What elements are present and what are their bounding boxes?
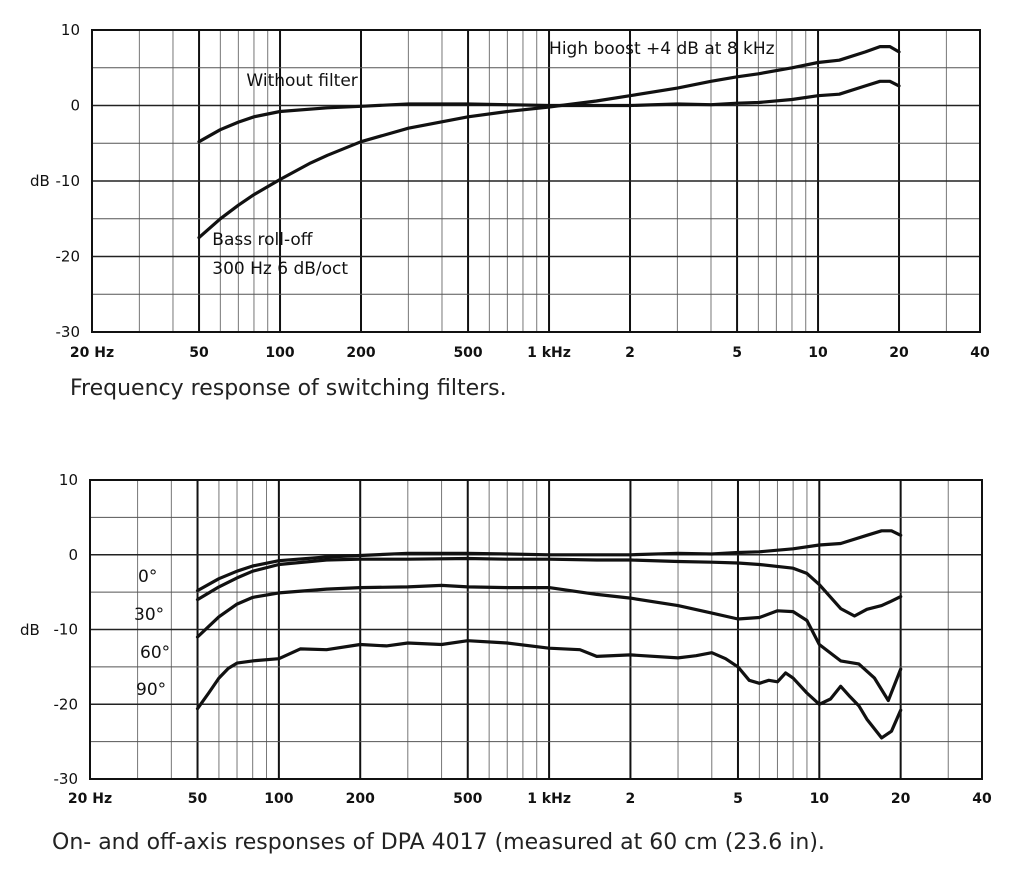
x-tick-label: 1 kHz	[527, 791, 571, 807]
plot-frame	[89, 479, 983, 780]
y-tick-label: 0	[68, 546, 78, 564]
series-line	[195, 529, 903, 593]
series-label: 0°	[138, 567, 157, 587]
y-tick-label: -30	[56, 323, 81, 341]
x-tick-label: 20	[891, 791, 911, 807]
y-tick-label: 0	[70, 97, 80, 115]
annotation-label: Bass roll-off	[212, 230, 314, 250]
y-tick-label: 10	[59, 471, 78, 489]
x-tick-label: 2	[626, 791, 636, 807]
annotation-label: Without filter	[246, 71, 357, 91]
y-axis-label: dB	[30, 172, 50, 190]
y-tick-label: -30	[54, 770, 79, 788]
x-tick-label: 200	[346, 791, 375, 807]
series-label: 90°	[136, 680, 166, 700]
chart-caption-off-axis: On- and off-axis responses of DPA 4017 (…	[52, 830, 825, 855]
x-tick-label: 500	[453, 791, 482, 807]
x-tick-label: 5	[732, 345, 742, 361]
series-line	[195, 556, 903, 618]
x-tick-label: 10	[808, 345, 828, 361]
y-tick-label: -10	[54, 621, 79, 639]
x-tick-label: 5	[733, 791, 743, 807]
x-tick-label: 1 kHz	[527, 345, 571, 361]
x-tick-label: 100	[264, 791, 293, 807]
x-tick-label: 50	[188, 791, 208, 807]
grid	[90, 479, 982, 780]
series-line	[195, 639, 903, 740]
x-tick-label: 40	[972, 791, 992, 807]
series-label: 30°	[134, 605, 164, 625]
y-tick-label: -10	[56, 172, 81, 190]
y-tick-label: -20	[56, 248, 81, 266]
x-tick-label: 20	[889, 345, 909, 361]
chart-caption-filters: Frequency response of switching filters.	[70, 376, 507, 401]
annotation-label: 300 Hz 6 dB/oct	[212, 259, 348, 279]
x-tick-label: 500	[453, 345, 482, 361]
x-tick-label: 50	[189, 345, 209, 361]
x-tick-label: 20 Hz	[68, 791, 112, 807]
x-tick-label: 100	[265, 345, 294, 361]
plot-frame	[91, 29, 981, 333]
series-line	[197, 45, 901, 240]
grid	[92, 29, 980, 333]
x-tick-label: 2	[625, 345, 635, 361]
series-line	[195, 583, 903, 703]
y-tick-label: -20	[54, 695, 79, 713]
x-tick-label: 200	[346, 345, 375, 361]
y-tick-label: 10	[61, 21, 80, 39]
series-label: 60°	[140, 643, 170, 663]
y-axis-label: dB	[20, 621, 40, 639]
annotation-label: High boost +4 dB at 8 kHz	[549, 39, 775, 59]
x-tick-label: 40	[970, 345, 990, 361]
x-tick-label: 10	[810, 791, 830, 807]
series-line	[197, 79, 901, 144]
x-tick-label: 20 Hz	[70, 345, 114, 361]
